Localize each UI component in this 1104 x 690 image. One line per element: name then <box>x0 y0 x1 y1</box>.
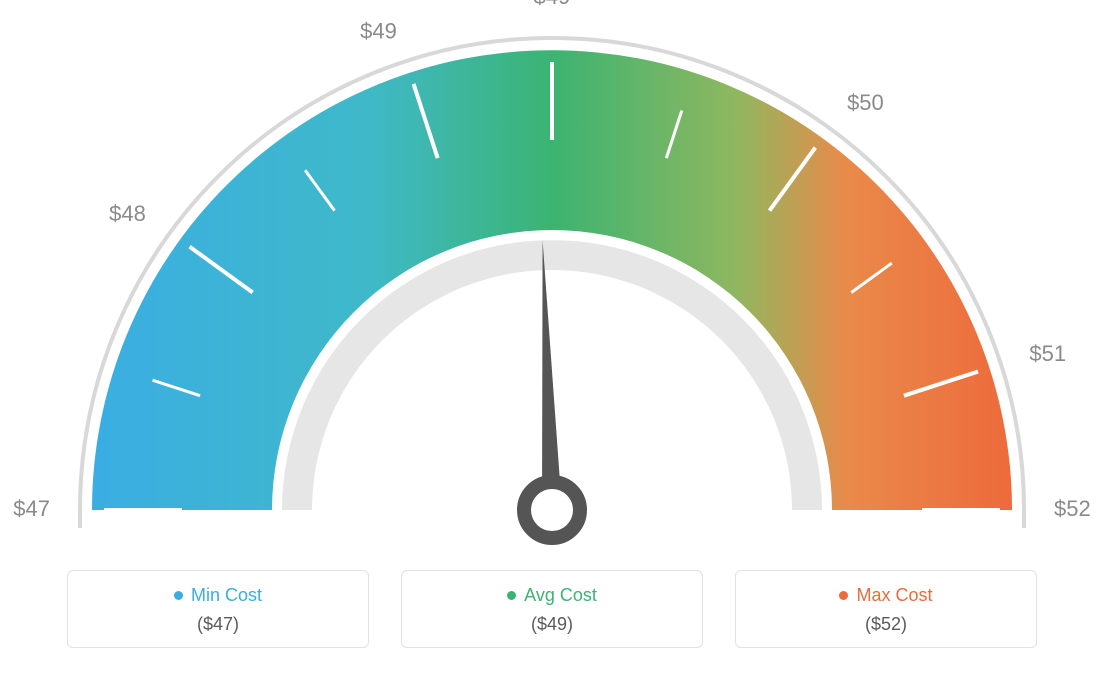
legend-card-max: Max Cost ($52) <box>735 570 1037 648</box>
gauge-tick-label: $49 <box>360 19 397 44</box>
legend-title-line: Min Cost <box>68 585 368 606</box>
gauge-tick-label: $50 <box>847 90 884 115</box>
dot-icon <box>174 591 183 600</box>
dot-icon <box>507 591 516 600</box>
needle-hub-icon <box>524 482 580 538</box>
legend-title-line: Max Cost <box>736 585 1036 606</box>
legend-value: ($47) <box>68 614 368 635</box>
gauge-tick-label: $49 <box>534 0 571 9</box>
gauge-tick-label: $48 <box>109 201 146 226</box>
gauge-svg: $47 $48 $49 $49 $50 $51 $52 <box>0 0 1104 560</box>
legend-title: Max Cost <box>856 585 932 606</box>
legend-value: ($52) <box>736 614 1036 635</box>
legend-card-min: Min Cost ($47) <box>67 570 369 648</box>
gauge-chart: $47 $48 $49 $49 $50 $51 $52 <box>0 0 1104 560</box>
gauge-tick-label: $52 <box>1054 496 1091 521</box>
gauge-needle <box>542 240 562 510</box>
gauge-tick-label: $51 <box>1029 341 1066 366</box>
legend-title: Min Cost <box>191 585 262 606</box>
legend-title: Avg Cost <box>524 585 597 606</box>
legend-value: ($49) <box>402 614 702 635</box>
legend-card-avg: Avg Cost ($49) <box>401 570 703 648</box>
gauge-tick-label: $47 <box>13 496 50 521</box>
legend-row: Min Cost ($47) Avg Cost ($49) Max Cost (… <box>0 560 1104 648</box>
dot-icon <box>839 591 848 600</box>
legend-title-line: Avg Cost <box>402 585 702 606</box>
